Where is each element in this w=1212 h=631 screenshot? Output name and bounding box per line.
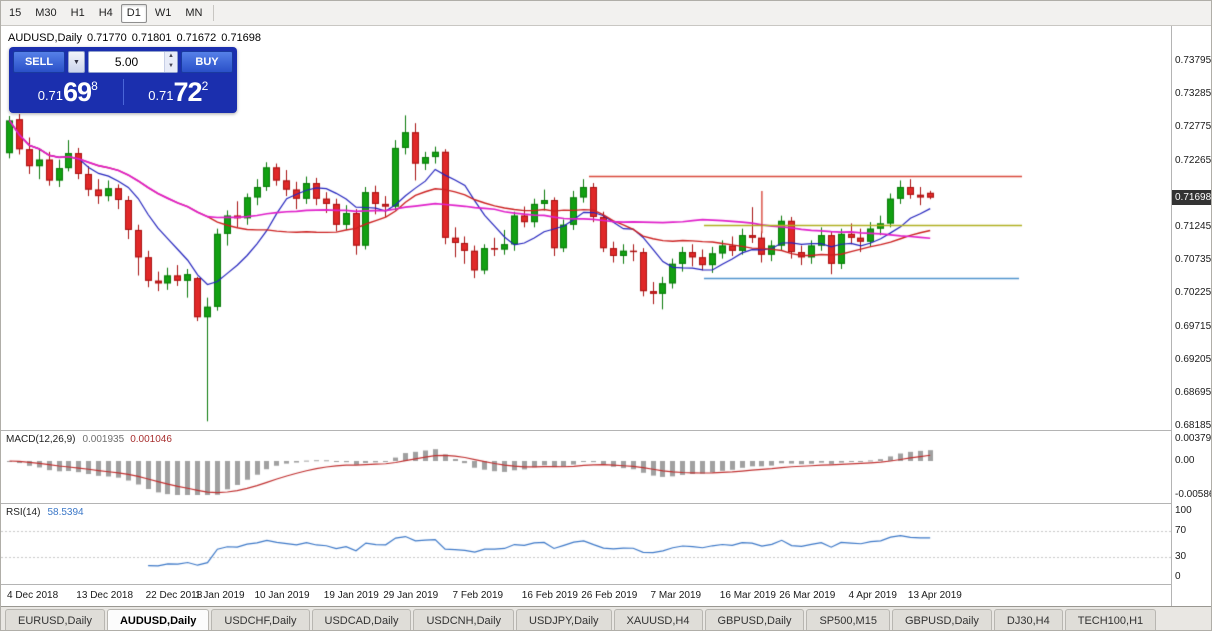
timeframe-toolbar: 15 M30 H1 H4 D1 W1 MN: [1, 1, 1211, 26]
sell-price[interactable]: 0.71 69 8: [13, 76, 123, 107]
chart-tab-usdcad-daily[interactable]: USDCAD,Daily: [311, 609, 412, 630]
price-axis[interactable]: 0.71698 0.73795 0.73285 0.72775 0.72265 0.71…: [1171, 26, 1212, 606]
chart-tab-usdcnh-daily[interactable]: USDCNH,Daily: [413, 609, 515, 630]
macd-canvas[interactable]: [1, 431, 1171, 503]
chevron-down-icon: ▼: [73, 58, 80, 66]
time-axis-label: 4 Apr 2019: [848, 590, 897, 601]
macd-name: MACD(12,26,9): [6, 434, 76, 445]
price-axis-label: 0.70225: [1175, 287, 1212, 299]
rsi-label: RSI(14) 58.5394: [6, 507, 84, 518]
chart-tab-tech100-h1[interactable]: TECH100,H1: [1064, 609, 1157, 630]
price-axis-label: 0.71245: [1175, 221, 1212, 233]
time-axis[interactable]: 4 Dec 2018 13 Dec 2018 22 Dec 2018 1 Jan 20…: [1, 584, 1171, 606]
one-click-trade-panel: SELL ▼ 5.00 ▲ ▼ BUY 0.71 69: [9, 47, 237, 113]
buy-price[interactable]: 0.71 72 2: [124, 76, 234, 107]
chart-tab-xauusd-h4[interactable]: XAUUSD,H4: [613, 609, 703, 630]
price-axis-label: 0.73285: [1175, 88, 1212, 100]
time-axis-label: 16 Mar 2019: [719, 590, 776, 601]
timeframe-button-mn[interactable]: MN: [185, 7, 203, 19]
price-axis-label: 0.69715: [1175, 320, 1212, 332]
time-axis-label: 29 Jan 2019: [383, 590, 439, 601]
current-price-badge: 0.71698: [1172, 189, 1211, 205]
rsi-indicator-pane[interactable]: RSI(14) 58.5394: [1, 503, 1171, 584]
buy-price-pip: 2: [201, 78, 209, 93]
time-axis-label: 19 Jan 2019: [323, 590, 379, 601]
time-axis-label: 4 Dec 2018: [7, 590, 59, 601]
chart-tab-eurusd-daily[interactable]: EURUSD,Daily: [5, 609, 105, 630]
chart-tab-gbpusd-daily[interactable]: GBPUSD,Daily: [704, 609, 805, 630]
chart-tab-dj30-h4[interactable]: DJ30,H4: [993, 609, 1063, 630]
macd-main-value: 0.001935: [82, 434, 125, 445]
volume-value[interactable]: 5.00: [114, 55, 139, 69]
chart-tab-gbpusd-daily[interactable]: GBPUSD,Daily: [891, 609, 992, 630]
price-axis-label: 0.72265: [1175, 154, 1212, 166]
sell-button[interactable]: SELL: [13, 51, 65, 73]
timeframe-button-15[interactable]: 15: [9, 7, 22, 19]
price-axis-label: 0.68695: [1175, 387, 1212, 399]
macd-label: MACD(12,26,9) 0.001935 0.001046: [6, 434, 172, 445]
rsi-canvas[interactable]: [1, 504, 1171, 584]
time-axis-label: 13 Dec 2018: [76, 590, 134, 601]
price-axis-label: 0.69205: [1175, 353, 1212, 365]
timeframe-button-m30[interactable]: M30: [35, 7, 57, 19]
time-axis-label: 7 Feb 2019: [452, 590, 504, 601]
sell-price-pip: 8: [91, 78, 98, 93]
volume-field[interactable]: 5.00 ▲ ▼: [88, 51, 178, 73]
ohlc-high: 0.71801: [131, 32, 172, 44]
rsi-axis-label: 70: [1175, 524, 1187, 536]
buy-button[interactable]: BUY: [181, 51, 233, 73]
rsi-axis-label: 100: [1175, 505, 1192, 516]
chart-workspace: AUDUSD,Daily 0.71770 0.71801 0.71672 0.71698…: [1, 26, 1212, 606]
macd-axis-label: -0.005864: [1175, 489, 1211, 500]
chart-tab-sp500-m15[interactable]: SP500,M15: [806, 609, 890, 630]
time-axis-label: 1 Jan 2019: [195, 590, 245, 601]
price-axis-label: 0.73795: [1175, 55, 1212, 67]
price-chart-pane[interactable]: AUDUSD,Daily 0.71770 0.71801 0.71672 0.71698…: [1, 26, 1171, 430]
chart-tabs-bar: EURUSD,Daily AUDUSD,Daily USDCHF,Daily USDC…: [1, 606, 1211, 630]
timeframe-button-h4[interactable]: H4: [98, 7, 113, 19]
symbol-name: AUDUSD,Daily: [8, 32, 82, 44]
time-axis-label: 13 Apr 2019: [907, 590, 962, 601]
spin-up-icon[interactable]: ▲: [165, 52, 177, 62]
chart-tab-audusd-daily[interactable]: AUDUSD,Daily: [106, 609, 210, 630]
rsi-name: RSI(14): [6, 507, 41, 518]
macd-axis-label: 0.003793: [1175, 433, 1212, 444]
chart-tab-usdjpy-daily[interactable]: USDJPY,Daily: [516, 609, 612, 630]
price-axis-label: 0.70735: [1175, 254, 1212, 266]
ohlc-close: 0.71698: [221, 32, 262, 44]
buy-price-base: 0.71: [148, 87, 174, 103]
spin-down-icon[interactable]: ▼: [165, 62, 177, 72]
sell-price-base: 0.71: [37, 87, 64, 103]
rsi-value: 58.5394: [47, 507, 84, 518]
volume-dropdown-button[interactable]: ▼: [68, 51, 85, 73]
price-axis-label: 0.68185: [1175, 420, 1212, 432]
time-axis-label: 16 Feb 2019: [521, 590, 578, 601]
price-axis-label: 0.72775: [1175, 121, 1212, 133]
macd-indicator-pane[interactable]: MACD(12,26,9) 0.001935 0.001046: [1, 430, 1171, 503]
time-axis-label: 26 Feb 2019: [581, 590, 638, 601]
timeframe-button-w1[interactable]: W1: [154, 7, 172, 19]
macd-signal-value: 0.001046: [130, 434, 172, 445]
rsi-axis-label: 30: [1175, 551, 1187, 563]
rsi-axis-label: 0: [1175, 571, 1181, 582]
chart-tab-usdchf-daily[interactable]: USDCHF,Daily: [211, 609, 310, 630]
toolbar-separator: [213, 5, 215, 21]
time-axis-label: 22 Dec 2018: [145, 590, 203, 601]
ohlc-open: 0.71770: [86, 32, 127, 44]
symbol-ohlc-label: AUDUSD,Daily 0.71770 0.71801 0.71672 0.71698: [8, 32, 266, 44]
timeframe-button-h1[interactable]: H1: [70, 7, 85, 19]
macd-axis-label: 0.00: [1175, 454, 1195, 466]
timeframe-button-d1[interactable]: D1: [120, 3, 147, 23]
time-axis-label: 10 Jan 2019: [254, 590, 310, 601]
time-axis-label: 26 Mar 2019: [779, 590, 836, 601]
price-divider: [122, 79, 124, 105]
ohlc-low: 0.71672: [176, 32, 217, 44]
volume-stepper[interactable]: ▲ ▼: [164, 52, 177, 72]
sell-price-big: 69: [63, 76, 92, 107]
time-axis-label: 7 Mar 2019: [650, 590, 702, 601]
timeframe-button-group: 15 M30 H1 H4 D1 W1 MN: [1, 3, 208, 23]
buy-price-big: 72: [173, 76, 203, 107]
